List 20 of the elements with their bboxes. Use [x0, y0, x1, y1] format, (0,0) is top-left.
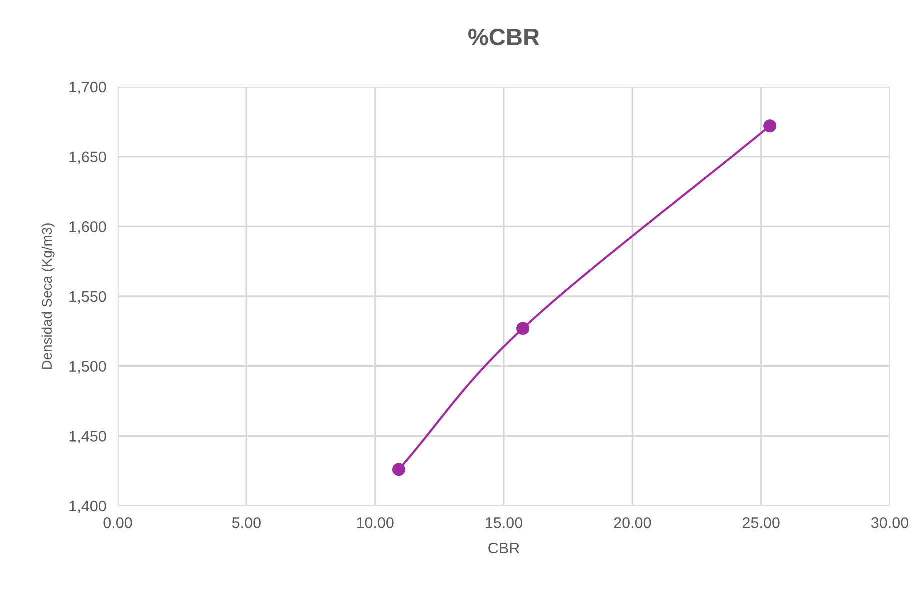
- point: [516, 322, 530, 336]
- x-tick-label: 25.00: [742, 518, 780, 528]
- x-tick-label: 20.00: [614, 518, 652, 528]
- x-tick-label: 5.00: [232, 518, 261, 528]
- y-tick-label: 1,500: [70, 361, 106, 374]
- y-tick-label: 1,700: [70, 82, 106, 94]
- chart-title: %CBR: [468, 28, 540, 46]
- y-tick-label: 1,550: [70, 291, 106, 304]
- x-tick-label: 0.00: [104, 518, 132, 528]
- x-tick-label: 10.00: [357, 518, 394, 528]
- y-tick-label: 1,450: [70, 431, 106, 444]
- y-tick-label: 1,600: [70, 222, 106, 234]
- x-tick-label: 15.00: [486, 518, 523, 528]
- x-tick-label: 30.00: [871, 518, 909, 528]
- point: [764, 120, 777, 133]
- y-tick-label: 1,650: [70, 152, 106, 164]
- y-tick-label: 1,400: [70, 500, 106, 514]
- y-axis-title: Densidad Seca (Kg/m3): [42, 224, 55, 370]
- point: [392, 463, 406, 476]
- x-axis-title: CBR: [488, 542, 520, 554]
